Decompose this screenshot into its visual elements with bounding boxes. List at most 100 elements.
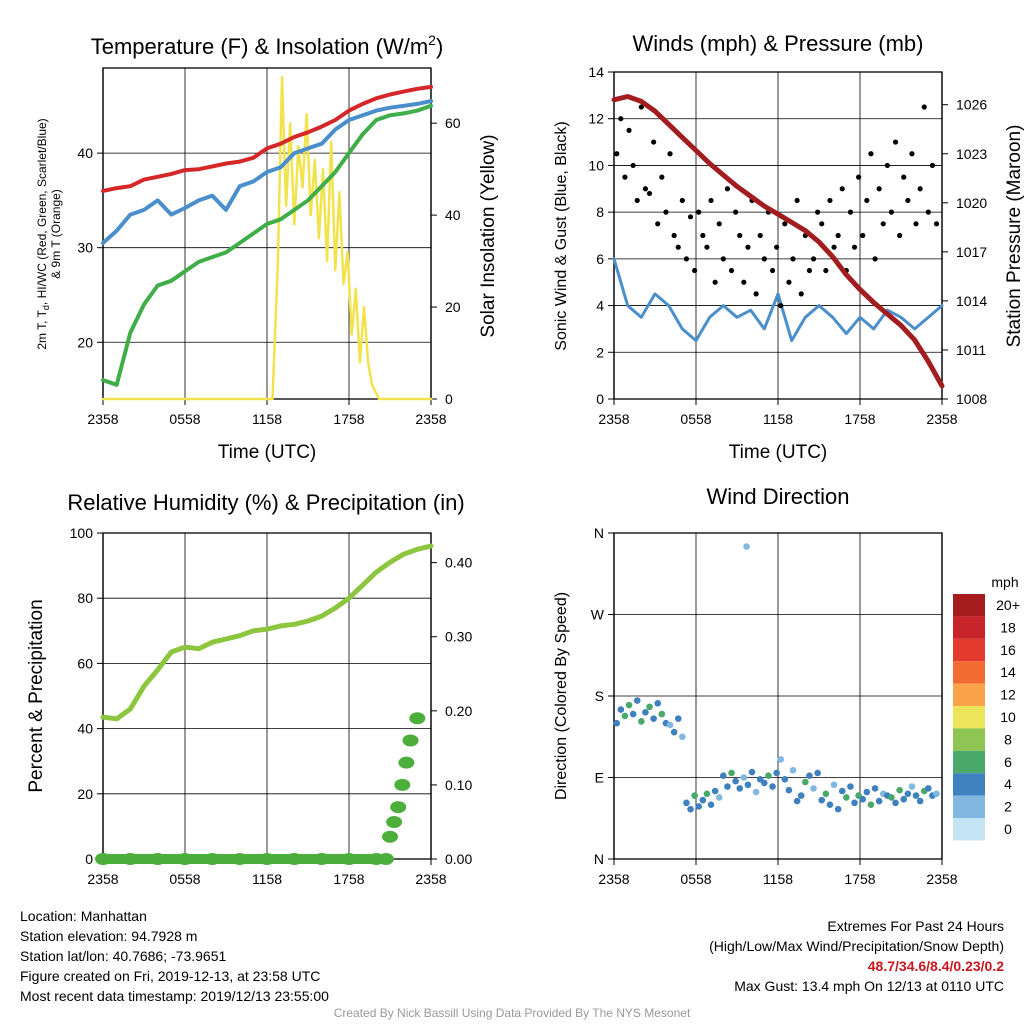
y-tick-label: 14	[588, 64, 604, 80]
y2-tick-label: 1014	[956, 293, 987, 309]
direction-point	[740, 774, 748, 781]
direction-point	[814, 769, 821, 777]
direction-point	[654, 699, 662, 707]
colorbar-swatch	[953, 616, 985, 639]
gust-point	[671, 232, 677, 239]
y-axis-label: Direction (Colored By Speed)	[553, 592, 570, 800]
direction-point	[916, 797, 924, 805]
y-tick-label: 20	[77, 786, 93, 802]
x-tick-label: 1758	[844, 871, 875, 887]
y2-tick-label: 1026	[956, 97, 987, 113]
direction-point	[834, 805, 842, 813]
gust-point	[753, 291, 759, 297]
gust-point	[860, 232, 866, 239]
direction-point	[687, 805, 694, 813]
gust-point	[880, 221, 886, 227]
y-tick-label: 2	[596, 344, 604, 360]
colorbar-swatch	[953, 706, 985, 729]
y-tick-label: 4	[596, 298, 604, 314]
gust-point	[851, 244, 858, 250]
x-tick-label: 0558	[680, 411, 711, 427]
chart-title: Relative Humidity (%) & Precipitation (i…	[67, 490, 464, 515]
direction-point	[646, 703, 653, 711]
gust-point	[872, 256, 878, 262]
gust-point	[614, 151, 620, 157]
colorbar-label: 2	[1004, 799, 1012, 815]
direction-point	[888, 794, 895, 801]
colorbar-label: 0	[1004, 821, 1012, 837]
direction-point	[744, 781, 752, 789]
plot-frame	[613, 532, 943, 860]
colorbar-title: mph	[991, 574, 1018, 590]
gust-point	[708, 197, 714, 204]
y-tick-label: 0	[596, 391, 604, 407]
direction-point	[629, 710, 637, 718]
precip-point	[377, 853, 394, 865]
x-tick-label: 2358	[926, 411, 957, 427]
gust-point	[646, 190, 653, 197]
location-text: Location: Manhattan	[20, 908, 147, 924]
precip-point	[398, 756, 415, 769]
direction-point	[822, 790, 830, 798]
gust-point	[622, 174, 628, 180]
elevation-text: Station elevation: 94.7928 m	[20, 928, 198, 944]
y-tick-label: N	[594, 851, 604, 867]
y-tick-label: 12	[588, 111, 604, 127]
y-tick-label: S	[595, 688, 604, 704]
direction-point	[818, 796, 826, 804]
chart-title: Winds (mph) & Pressure (mb)	[633, 31, 924, 56]
direction-point	[912, 792, 920, 799]
y-tick-label: 30	[77, 240, 93, 256]
direction-point	[732, 777, 739, 785]
direction-point	[896, 786, 903, 794]
precip-point	[390, 801, 407, 814]
precip-point	[394, 778, 411, 791]
direction-point	[728, 769, 735, 777]
direction-point	[666, 721, 674, 729]
direction-point	[613, 719, 621, 727]
direction-point	[715, 794, 723, 801]
gust-point	[618, 116, 624, 122]
gust-point	[630, 162, 636, 169]
precip-point	[177, 853, 193, 865]
gust-point	[810, 256, 817, 262]
y2-tick-label: 1020	[956, 195, 987, 211]
gust-point	[819, 221, 825, 227]
precip-point	[259, 853, 275, 865]
direction-point	[658, 710, 666, 718]
gust-point	[642, 186, 649, 192]
colorbar-swatch	[953, 638, 985, 662]
y-axis-label-line1: 2m T, Td, HI/WC (Red, Green, Scarlet/Blu…	[35, 118, 51, 349]
direction-point	[720, 772, 727, 779]
x-tick-label: 1158	[252, 411, 282, 427]
direction-point	[625, 701, 633, 709]
colorbar-swatch	[953, 818, 985, 841]
gust-point	[712, 279, 718, 285]
y2-tick-label: 0.00	[445, 851, 472, 867]
y-tick-label: 0	[85, 851, 93, 867]
direction-point	[925, 785, 932, 792]
gust-point	[815, 209, 821, 215]
y-tick-label: 100	[70, 525, 94, 541]
gust-point	[655, 221, 661, 227]
y2-tick-label: 0.20	[445, 703, 472, 719]
series-line-wind	[612, 257, 944, 343]
colorbar-swatch	[953, 773, 985, 796]
series-line-windchill	[101, 99, 433, 245]
direction-point	[871, 785, 879, 792]
colorbar-swatch	[953, 795, 985, 818]
direction-point	[843, 794, 850, 801]
direction-point	[703, 790, 711, 798]
gust-point	[634, 197, 640, 204]
colorbar-swatch	[953, 594, 985, 617]
gust-point	[704, 244, 710, 250]
x-tick-label: 1158	[763, 411, 793, 427]
direction-point	[867, 801, 875, 808]
direction-point	[933, 790, 940, 798]
extremes-subtitle: (High/Low/Max Wind/Precipitation/Snow De…	[709, 938, 1004, 954]
gust-point	[778, 302, 784, 309]
gust-point	[692, 267, 698, 274]
direction-point	[748, 768, 756, 776]
gust-point	[667, 151, 673, 157]
